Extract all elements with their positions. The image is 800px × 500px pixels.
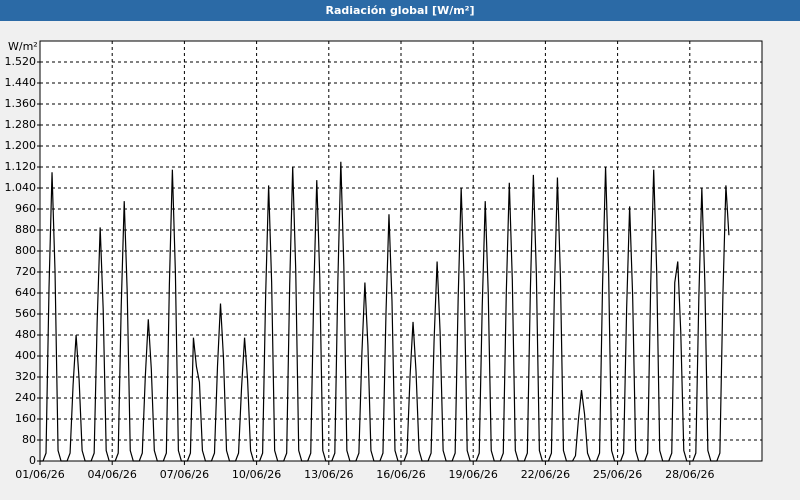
y-tick-label: 1.280 (5, 118, 37, 131)
x-tick-label: 10/06/26 (232, 468, 281, 481)
y-tick-label: 0 (29, 454, 36, 467)
y-tick-label: 880 (15, 223, 36, 236)
y-tick-label: 160 (15, 412, 36, 425)
y-tick-label: 1.040 (5, 181, 37, 194)
x-tick-label: 13/06/26 (304, 468, 353, 481)
x-tick-label: 28/06/26 (665, 468, 714, 481)
y-tick-label: 960 (15, 202, 36, 215)
y-tick-label: 320 (15, 370, 36, 383)
y-tick-label: 480 (15, 328, 36, 341)
x-tick-label: 04/06/26 (87, 468, 136, 481)
y-tick-label: 80 (22, 433, 36, 446)
data-line (40, 161, 730, 462)
x-tick-label: 25/06/26 (593, 468, 642, 481)
x-tick-label: 16/06/26 (376, 468, 425, 481)
chart-title: Radiación global [W/m²] (325, 4, 474, 17)
y-tick-label: 1.120 (5, 160, 37, 173)
y-tick-label: 560 (15, 307, 36, 320)
x-tick-label: 19/06/26 (448, 468, 497, 481)
x-tick-label: 22/06/26 (521, 468, 570, 481)
y-tick-label: 240 (15, 391, 36, 404)
x-tick-label: 01/06/26 (15, 468, 64, 481)
y-tick-label: 800 (15, 244, 36, 257)
x-tick-label: 07/06/26 (160, 468, 209, 481)
y-tick-label: 1.360 (5, 97, 37, 110)
y-tick-label: 1.200 (5, 139, 37, 152)
y-tick-label: 640 (15, 286, 36, 299)
y-tick-label: 1.520 (5, 55, 37, 68)
y-tick-label: 400 (15, 349, 36, 362)
title-bar (0, 0, 800, 21)
y-axis-label: W/m² (8, 40, 38, 53)
y-tick-label: 1.440 (5, 76, 37, 89)
y-tick-label: 720 (15, 265, 36, 278)
